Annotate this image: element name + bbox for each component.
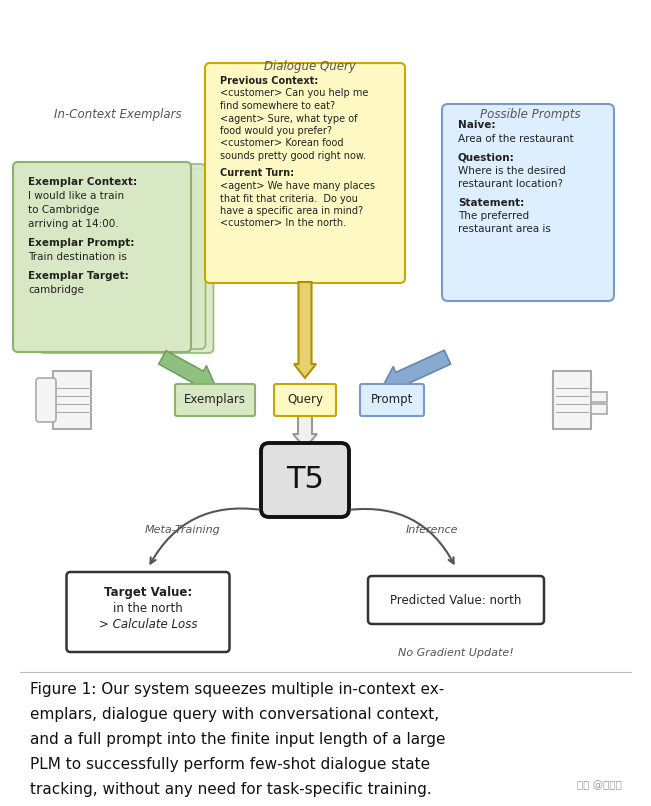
Bar (553, 371, 591, 429)
Text: Query: Query (287, 393, 323, 406)
Text: Meta-Training: Meta-Training (145, 525, 221, 535)
Text: <customer> Korean food: <customer> Korean food (220, 139, 344, 148)
FancyBboxPatch shape (205, 63, 405, 283)
Text: and a full prompt into the finite input length of a large: and a full prompt into the finite input … (30, 732, 445, 747)
Polygon shape (293, 416, 317, 448)
FancyArrowPatch shape (159, 351, 215, 390)
Text: PLM to successfully perform few-shot dialogue state: PLM to successfully perform few-shot dia… (30, 757, 430, 772)
Bar (53, 371, 91, 429)
Text: that fit that criteria.  Do you: that fit that criteria. Do you (220, 193, 358, 203)
Text: No Gradient Update!: No Gradient Update! (398, 648, 514, 658)
Text: <customer> Can you help me: <customer> Can you help me (220, 89, 368, 98)
Text: <agent> Sure, what type of: <agent> Sure, what type of (220, 114, 357, 123)
Text: Possible Prompts: Possible Prompts (480, 108, 580, 121)
Text: Exemplar Context:: Exemplar Context: (28, 177, 137, 187)
Text: in the north: in the north (113, 602, 183, 615)
FancyBboxPatch shape (368, 576, 544, 624)
Text: Figure 1: Our system squeezes multiple in-context ex-: Figure 1: Our system squeezes multiple i… (30, 682, 444, 697)
Text: > Calculate Loss: > Calculate Loss (99, 618, 197, 631)
Text: restaurant location?: restaurant location? (458, 179, 563, 189)
Text: Predicted Value: north: Predicted Value: north (391, 593, 521, 606)
Text: Exemplar Context:: Exemplar Context: (48, 181, 139, 191)
Text: <customer> In the north.: <customer> In the north. (220, 218, 346, 228)
FancyBboxPatch shape (274, 384, 336, 416)
FancyBboxPatch shape (261, 443, 349, 517)
Text: Question:: Question: (458, 152, 515, 162)
Text: cambridge: cambridge (28, 285, 84, 295)
Polygon shape (294, 282, 316, 378)
Text: Exemplars: Exemplars (184, 393, 246, 406)
Text: arriving at 14:00.: arriving at 14:00. (28, 219, 118, 229)
Text: have a specific area in mind?: have a specific area in mind? (220, 206, 363, 216)
Text: Statement:: Statement: (458, 197, 524, 207)
Text: food would you prefer?: food would you prefer? (220, 126, 332, 136)
FancyBboxPatch shape (36, 378, 56, 422)
Text: find somewhere to eat?: find somewhere to eat? (220, 101, 335, 111)
FancyBboxPatch shape (13, 162, 191, 352)
FancyBboxPatch shape (31, 164, 206, 349)
FancyBboxPatch shape (442, 104, 614, 301)
Text: Previous Context:: Previous Context: (220, 76, 318, 86)
Text: Where is the desired: Where is the desired (458, 165, 566, 176)
Text: Prompt: Prompt (371, 393, 413, 406)
Text: Target Value:: Target Value: (104, 586, 192, 599)
Text: Train destination is: Train destination is (28, 252, 127, 262)
Text: I would like a train: I would like a train (28, 191, 124, 201)
Text: The preferred: The preferred (458, 211, 529, 221)
Text: restaurant area is: restaurant area is (458, 225, 551, 235)
Text: Exemplar Context:: Exemplar Context: (55, 185, 146, 195)
Text: T5: T5 (286, 466, 324, 495)
Text: <agent> We have many places: <agent> We have many places (220, 181, 375, 191)
Text: Inference: Inference (406, 525, 458, 535)
Text: Naive:: Naive: (458, 120, 495, 130)
FancyBboxPatch shape (38, 168, 214, 353)
Text: Dialogue Query: Dialogue Query (264, 60, 356, 73)
Text: Current Turn:: Current Turn: (220, 168, 294, 178)
Text: Exemplar Target:: Exemplar Target: (28, 271, 129, 281)
Text: to Cambridge: to Cambridge (28, 205, 99, 215)
FancyBboxPatch shape (360, 384, 424, 416)
Text: In-Context Exemplars: In-Context Exemplars (54, 108, 182, 121)
FancyBboxPatch shape (66, 572, 230, 652)
Text: Area of the restaurant: Area of the restaurant (458, 134, 574, 143)
Bar (591, 404, 607, 414)
Text: Exemplar Prompt:: Exemplar Prompt: (28, 238, 134, 248)
Text: tracking, without any need for task-specific training.: tracking, without any need for task-spec… (30, 782, 432, 797)
Bar (591, 392, 607, 402)
FancyArrowPatch shape (383, 350, 450, 392)
Text: sounds pretty good right now.: sounds pretty good right now. (220, 151, 366, 161)
Text: 知乎 @耿若彤: 知乎 @耿若彤 (577, 780, 622, 790)
FancyBboxPatch shape (175, 384, 255, 416)
Text: emplars, dialogue query with conversational context,: emplars, dialogue query with conversatio… (30, 707, 439, 722)
